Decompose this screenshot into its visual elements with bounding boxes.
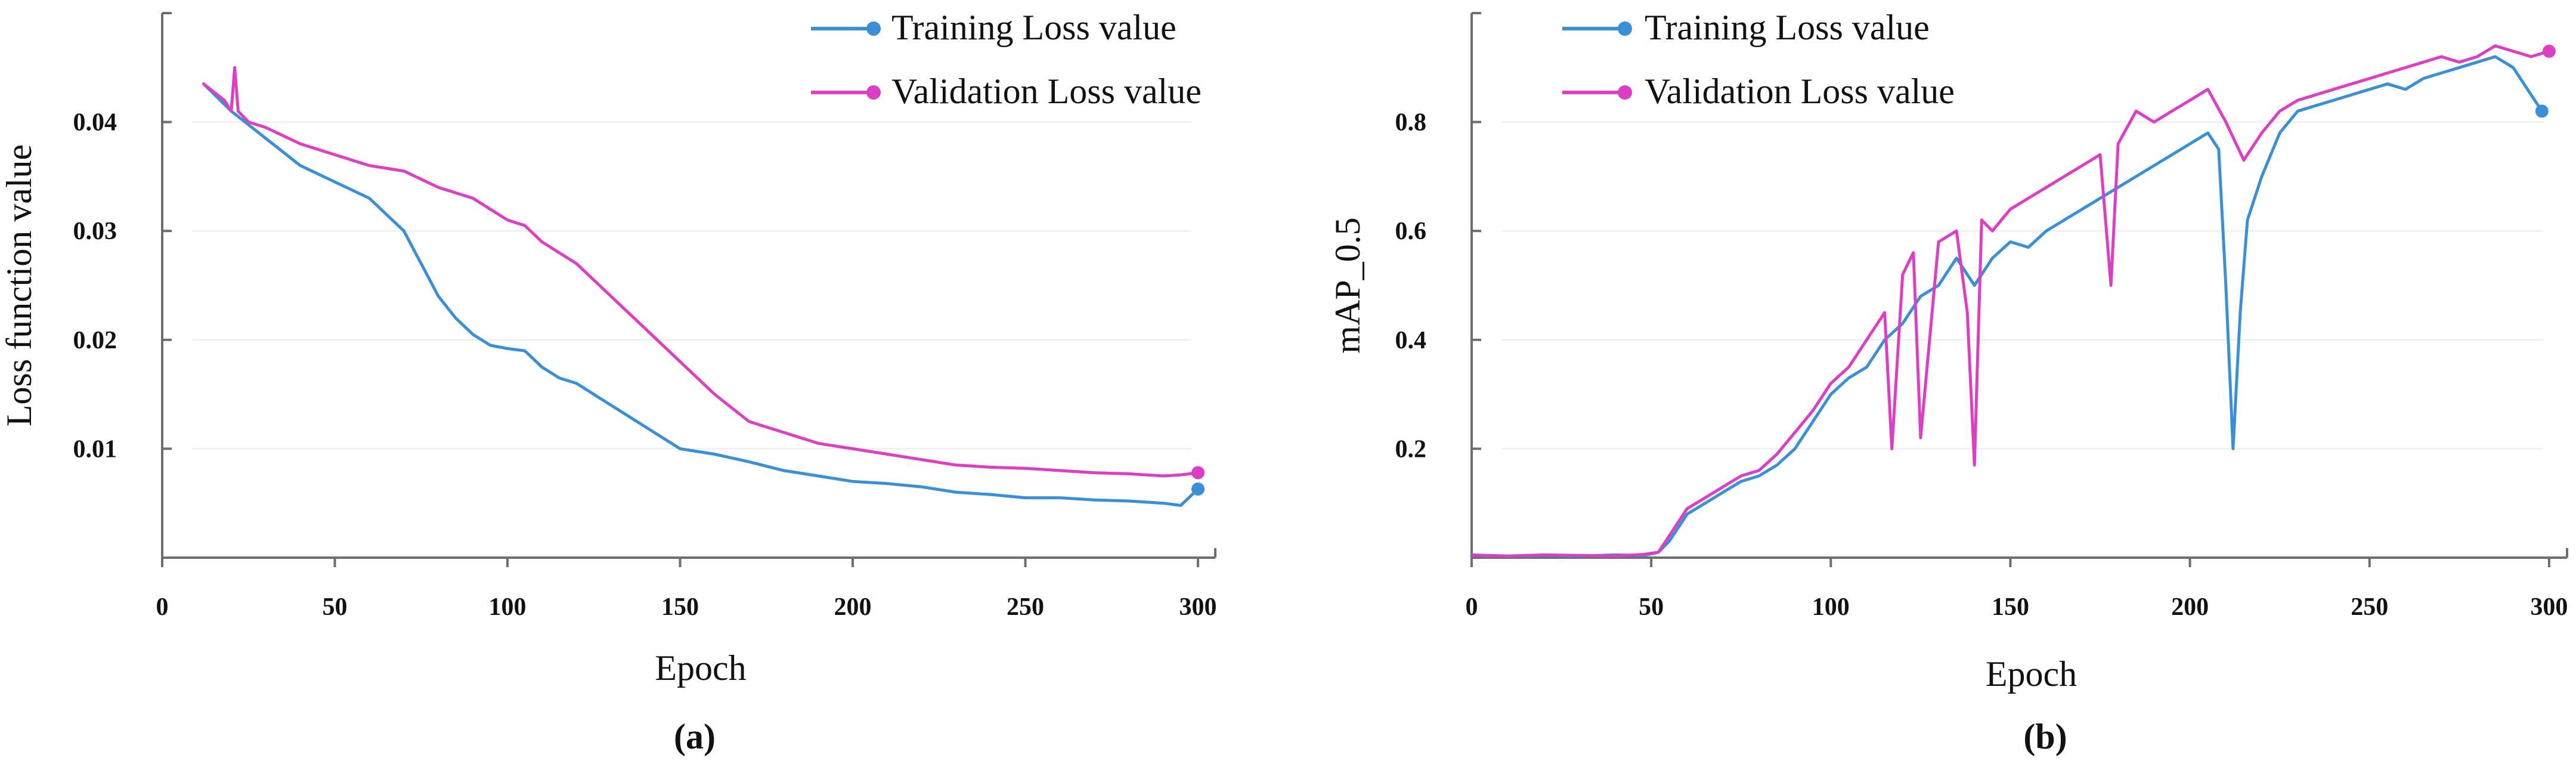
series-line-validation bbox=[202, 66, 1200, 478]
legend-label: Training Loss value bbox=[1645, 8, 1930, 47]
series-end-marker bbox=[2542, 44, 2556, 58]
chart-panel-a: 0.01 0.02 0.03 0.04 0 50 100 150 200 250 300 Traini… bbox=[0, 8, 1217, 756]
series-line-training bbox=[1470, 55, 2544, 558]
y-tick-label: 0.01 bbox=[73, 435, 117, 463]
legend-swatch-marker bbox=[1618, 85, 1632, 100]
chart-panel-b: 0.2 0.4 0.6 0.8 0 50 100 150 200 250 300 Training L… bbox=[1328, 8, 2568, 756]
x-tick-label: 200 bbox=[2171, 593, 2209, 621]
y-tick-label: 0.04 bbox=[73, 109, 117, 137]
x-tick-label: 300 bbox=[2530, 593, 2568, 621]
x-tick-label: 50 bbox=[1639, 593, 1664, 621]
x-tick-label: 200 bbox=[834, 593, 872, 621]
x-axis-label: Epoch bbox=[655, 648, 746, 688]
x-tick-label: 100 bbox=[1812, 593, 1850, 621]
panel-caption: (b) bbox=[2023, 717, 2067, 756]
legend-label: Validation Loss value bbox=[1645, 72, 1955, 111]
x-tick-label: 300 bbox=[1179, 593, 1217, 621]
y-tick-label: 0.02 bbox=[73, 327, 117, 354]
legend-swatch-marker bbox=[866, 21, 881, 36]
legend-label: Training Loss value bbox=[891, 8, 1176, 47]
series-end-marker bbox=[2535, 104, 2549, 118]
x-tick-label: 0 bbox=[1466, 593, 1478, 621]
y-tick-label: 0.8 bbox=[1395, 109, 1427, 137]
panel-caption: (a) bbox=[674, 717, 716, 756]
x-tick-label: 100 bbox=[489, 593, 527, 621]
legend-swatch-marker bbox=[866, 85, 881, 100]
y-tick-label: 0.4 bbox=[1395, 327, 1427, 354]
series-end-marker bbox=[1191, 482, 1205, 496]
x-tick-label: 150 bbox=[661, 593, 699, 621]
series-end-marker bbox=[1191, 466, 1205, 480]
y-axis-label: mAP_0.5 bbox=[1328, 217, 1367, 353]
legend-swatch-marker bbox=[1618, 21, 1632, 36]
y-axis-label: Loss function value bbox=[0, 144, 39, 426]
x-axis-label: Epoch bbox=[1986, 654, 2077, 694]
x-tick-label: 250 bbox=[1007, 593, 1044, 621]
series-line-training bbox=[202, 82, 1200, 507]
x-tick-label: 250 bbox=[2351, 593, 2388, 621]
y-tick-label: 0.6 bbox=[1395, 218, 1427, 245]
y-tick-label: 0.03 bbox=[73, 218, 117, 245]
x-tick-label: 150 bbox=[1992, 593, 2029, 621]
series-line-validation bbox=[1470, 44, 2551, 558]
x-tick-label: 50 bbox=[323, 593, 348, 621]
y-tick-label: 0.2 bbox=[1395, 435, 1427, 463]
legend-label: Validation Loss value bbox=[891, 72, 1202, 111]
x-tick-label: 0 bbox=[156, 593, 169, 621]
